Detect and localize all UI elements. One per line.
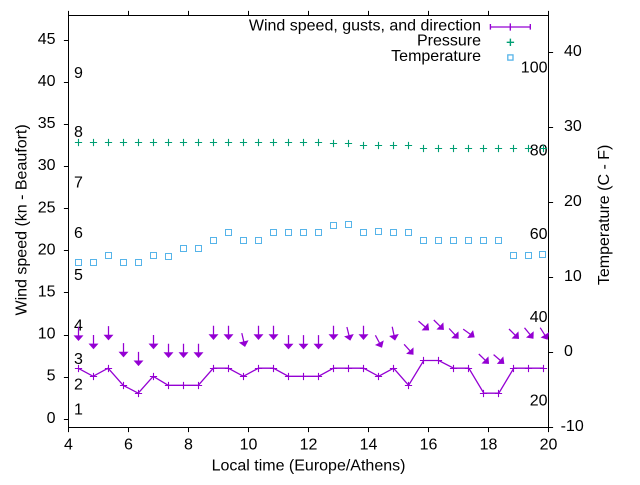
svg-text:45: 45: [38, 31, 56, 48]
svg-text:18: 18: [480, 437, 498, 454]
svg-text:5: 5: [74, 267, 83, 284]
svg-text:20: 20: [564, 193, 582, 210]
svg-text:Wind speed (kn - Beaufort): Wind speed (kn - Beaufort): [14, 124, 31, 315]
svg-text:8: 8: [184, 437, 193, 454]
svg-text:Pressure: Pressure: [417, 33, 481, 50]
svg-text:10: 10: [564, 268, 582, 285]
svg-text:9: 9: [74, 65, 83, 82]
svg-text:4: 4: [74, 318, 83, 335]
svg-text:12: 12: [300, 437, 318, 454]
svg-text:35: 35: [38, 115, 56, 132]
svg-text:4: 4: [64, 437, 73, 454]
svg-text:20: 20: [530, 393, 548, 410]
svg-text:Temperature: Temperature: [391, 48, 481, 65]
svg-text:2: 2: [74, 376, 83, 393]
svg-text:14: 14: [360, 437, 378, 454]
svg-text:-10: -10: [561, 418, 584, 435]
svg-text:10: 10: [240, 437, 258, 454]
svg-text:8: 8: [74, 124, 83, 141]
svg-text:40: 40: [530, 309, 548, 326]
svg-text:Wind speed, gusts, and directi: Wind speed, gusts, and direction: [249, 18, 481, 35]
svg-text:40: 40: [38, 73, 56, 90]
svg-text:7: 7: [74, 174, 83, 191]
svg-text:16: 16: [420, 437, 438, 454]
svg-text:25: 25: [38, 199, 56, 216]
svg-text:20: 20: [540, 437, 558, 454]
svg-text:3: 3: [74, 351, 83, 368]
svg-text:0: 0: [47, 410, 56, 427]
svg-text:80: 80: [530, 143, 548, 160]
svg-text:100: 100: [521, 59, 548, 76]
svg-text:0: 0: [564, 343, 573, 360]
svg-text:30: 30: [38, 157, 56, 174]
svg-text:Temperature (C - F): Temperature (C - F): [596, 145, 613, 285]
svg-text:40: 40: [564, 43, 582, 60]
svg-text:5: 5: [47, 368, 56, 385]
svg-text:20: 20: [38, 241, 56, 258]
svg-text:6: 6: [124, 437, 133, 454]
svg-text:15: 15: [38, 284, 56, 301]
svg-text:Local time (Europe/Athens): Local time (Europe/Athens): [212, 458, 406, 475]
svg-text:30: 30: [564, 118, 582, 135]
svg-text:60: 60: [530, 226, 548, 243]
svg-text:1: 1: [74, 402, 83, 419]
svg-text:10: 10: [38, 326, 56, 343]
svg-text:6: 6: [74, 225, 83, 242]
